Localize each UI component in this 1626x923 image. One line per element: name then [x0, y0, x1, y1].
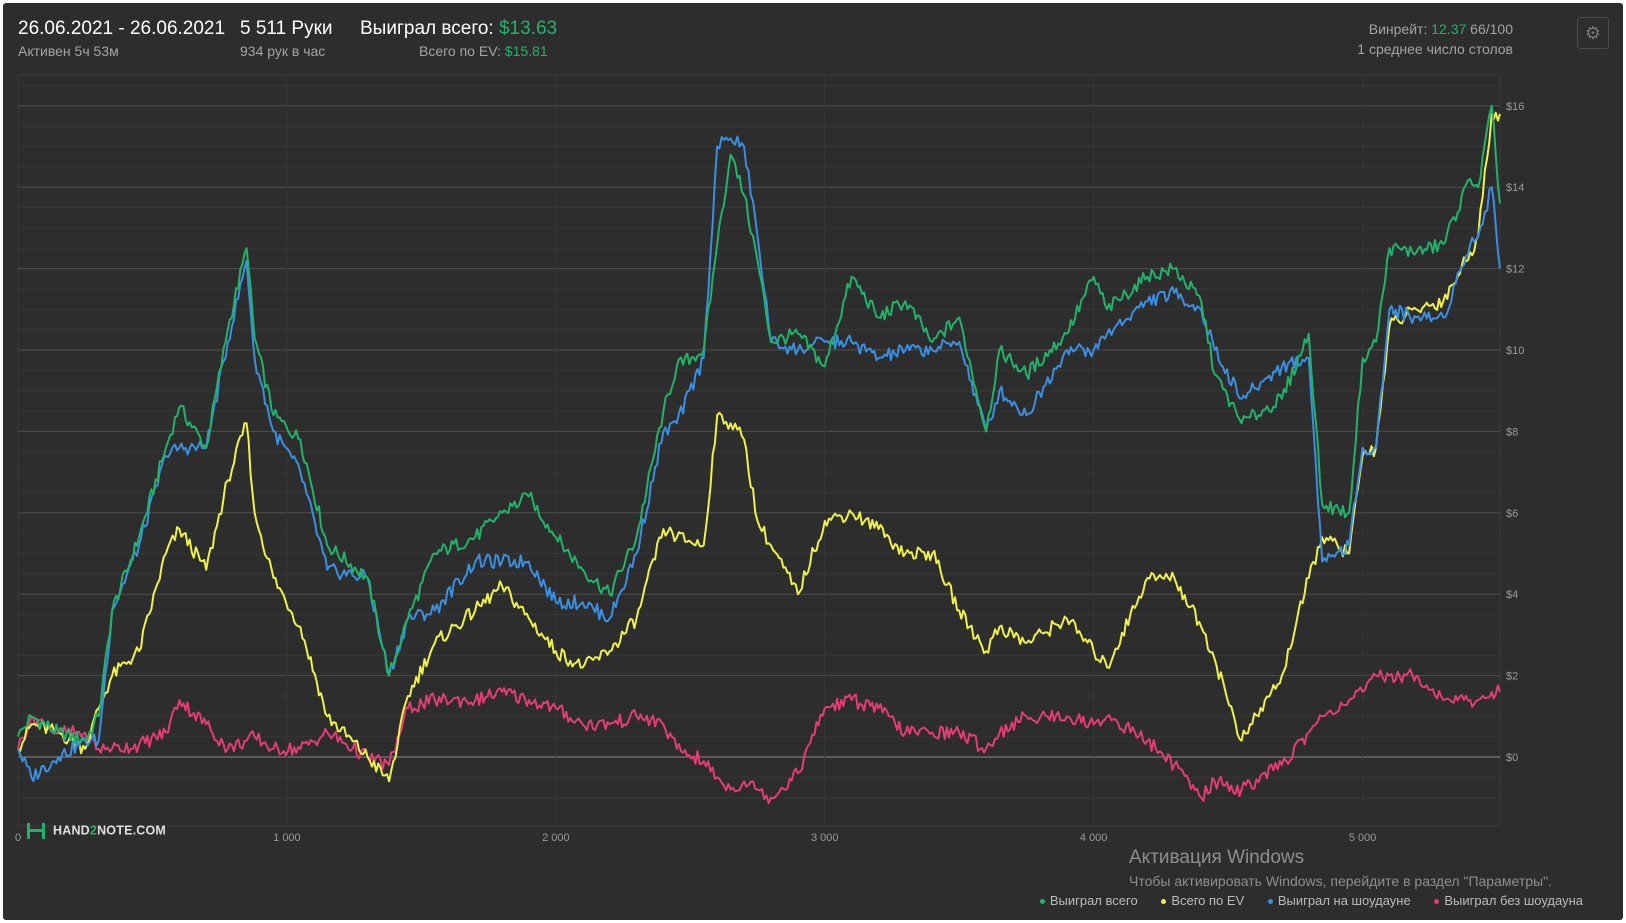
chart-svg: $0 $2 $4 $6 $8 $10 $12 $14 $16 0 1 000 2 000 3 000 4…: [15, 74, 1524, 844]
winrate: Винрейт: 12.37 66/100: [1369, 21, 1513, 37]
series-line-3: [17, 668, 1501, 805]
x-tick-label: 3 000: [811, 832, 839, 844]
legend-label: Выиграл без шоудауна: [1444, 893, 1583, 908]
ev-total: Всего по EV: $15.81: [419, 43, 548, 59]
stats-header: 26.06.2021 - 26.06.2021 Активен 5ч 53м 5…: [3, 3, 1623, 75]
windows-activation-text: Чтобы активировать Windows, перейдите в …: [1129, 873, 1552, 889]
legend-dot-icon: [1267, 899, 1273, 905]
winrate-label: Винрейт:: [1368, 21, 1428, 37]
date-range[interactable]: 26.06.2021 - 26.06.2021: [18, 18, 226, 39]
y-tick-label: $14: [1506, 182, 1524, 194]
x-tick-labels: 0 1 000 2 000 3 000 4 000 5 000: [15, 832, 1376, 844]
hand2note-logo: HAND2NOTE.COM: [27, 823, 166, 839]
active-time: Активен 5ч 53м: [18, 43, 119, 59]
x-tick-label: 1 000: [273, 832, 301, 844]
y-tick-label: $2: [1506, 671, 1518, 683]
logo-text-c: NOTE.COM: [97, 823, 167, 838]
y-tick-label: $0: [1506, 752, 1518, 764]
avg-tables: 1 среднее число столов: [1357, 41, 1513, 57]
x-tick-label: 2 000: [542, 832, 570, 844]
legend-dot-icon: [1039, 899, 1045, 905]
y-tick-label: $8: [1506, 426, 1518, 438]
won-total: Выиграл всего: $13.63: [360, 18, 557, 40]
x-tick-label: 4 000: [1080, 832, 1108, 844]
ev-total-value: $15.81: [504, 43, 548, 59]
legend-dot-icon: [1161, 899, 1167, 905]
x-tick-label: 0: [15, 832, 21, 844]
gear-icon[interactable]: ⚙: [1577, 17, 1609, 49]
y-tick-labels: $0 $2 $4 $6 $8 $10 $12 $14 $16: [1506, 101, 1524, 764]
won-total-label: Выиграл всего:: [360, 18, 494, 39]
legend-item-non-showdown[interactable]: Выиграл без шоудауна: [1434, 893, 1583, 908]
y-tick-label: $6: [1506, 508, 1518, 520]
legend-label: Выиграл всего: [1049, 893, 1138, 908]
hands-count: 5 511 Руки: [240, 18, 333, 39]
y-tick-label: $16: [1506, 101, 1524, 113]
won-total-value: $13.63: [498, 18, 558, 39]
winrate-value: 12.37: [1431, 21, 1467, 37]
logo-text-a: HAND: [53, 823, 90, 838]
chart-legend: Выиграл всего Всего по EV Выиграл на шоу…: [1020, 893, 1583, 908]
windows-activation-title: Активация Windows: [1129, 847, 1305, 868]
y-tick-label: $12: [1506, 264, 1524, 276]
hand2note-logo-icon: [27, 823, 45, 839]
ev-total-label: Всего по EV:: [419, 43, 501, 59]
legend-item-won-total[interactable]: Выиграл всего: [1039, 893, 1138, 908]
legend-dot-icon: [1434, 899, 1440, 905]
series-line-2: [17, 135, 1501, 783]
graph-panel: 26.06.2021 - 26.06.2021 Активен 5ч 53м 5…: [3, 3, 1623, 920]
legend-item-ev-total[interactable]: Всего по EV: [1161, 893, 1244, 908]
legend-label: Всего по EV: [1171, 893, 1245, 908]
logo-text-b: 2: [89, 823, 98, 838]
y-tick-label: $4: [1506, 589, 1518, 601]
series-line-0: [17, 104, 1501, 745]
y-tick-label: $10: [1506, 345, 1524, 357]
legend-label: Выиграл на шоудауне: [1277, 893, 1411, 908]
hands-per-hour: 934 рук в час: [240, 43, 326, 59]
series-line-1: [17, 111, 1501, 783]
winrate-unit: 66/100: [1470, 21, 1513, 37]
x-tick-label: 5 000: [1349, 832, 1377, 844]
series-lines: [17, 104, 1501, 805]
legend-item-showdown[interactable]: Выиграл на шоудауне: [1267, 893, 1411, 908]
grid-lines: [17, 74, 1501, 827]
